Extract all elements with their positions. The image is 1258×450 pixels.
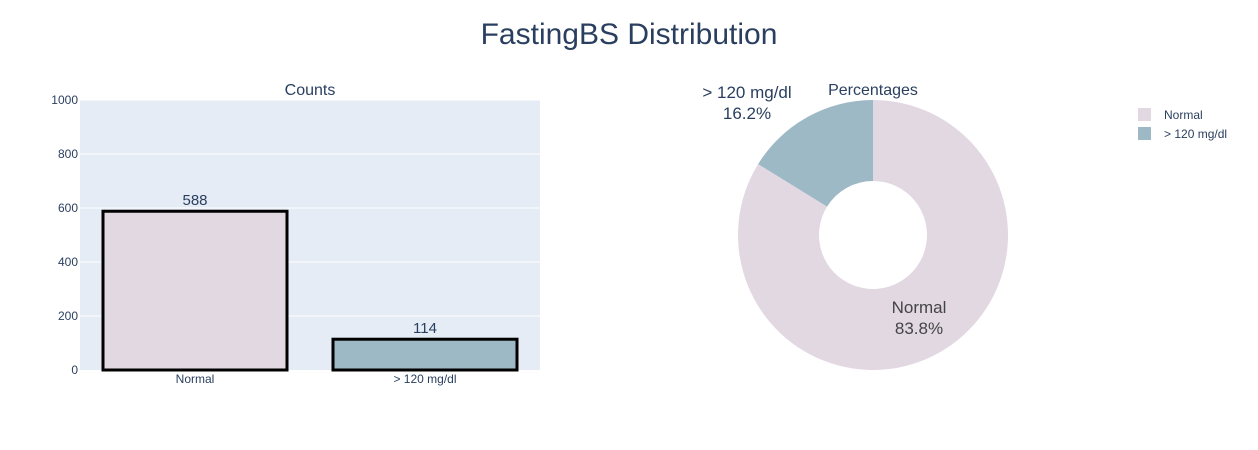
pie-slice[interactable] xyxy=(737,100,1008,371)
pie-label-high: > 120 mg/dl 16.2% xyxy=(702,83,791,123)
bar[interactable] xyxy=(101,209,289,372)
legend-swatch-high xyxy=(1138,127,1151,140)
y-tick-label: 400 xyxy=(58,255,78,269)
pie-slice[interactable] xyxy=(758,100,873,207)
legend-label-normal: Normal xyxy=(1164,108,1203,122)
bar-y-axis: 0 200 400 600 800 1000 xyxy=(51,93,78,377)
pie-chart: Percentages > 120 mg/dl 16.2% Normal 83.… xyxy=(702,82,1008,371)
bar-chart-title: Counts xyxy=(285,82,336,99)
y-tick-label: 600 xyxy=(58,201,78,215)
y-tick-label: 0 xyxy=(71,363,78,377)
x-tick-label: > 120 mg/dl xyxy=(393,372,456,386)
y-tick-label: 200 xyxy=(58,309,78,323)
x-tick-label: Normal xyxy=(176,372,215,386)
legend-item-normal[interactable]: Normal xyxy=(1138,108,1203,122)
legend-item-high[interactable]: > 120 mg/dl xyxy=(1138,127,1227,141)
bar-chart: Counts 0 200 400 600 800 1000 588 114 Normal > … xyxy=(51,82,540,386)
y-tick-label: 800 xyxy=(58,147,78,161)
pie-label-normal: Normal 83.8% xyxy=(892,298,947,338)
bar[interactable] xyxy=(331,337,519,372)
legend-swatch-normal xyxy=(1138,108,1151,121)
bar-series: 588 114 xyxy=(101,192,519,372)
bar-data-label: 114 xyxy=(413,320,437,337)
legend: Normal > 120 mg/dl xyxy=(1138,108,1227,141)
legend-label-high: > 120 mg/dl xyxy=(1164,127,1227,141)
bar-data-label: 588 xyxy=(182,192,207,209)
pie-label-high-percent: 16.2% xyxy=(723,104,771,123)
pie-label-high-name: > 120 mg/dl xyxy=(702,83,791,102)
pie-slices xyxy=(737,100,1008,371)
chart-title: FastingBS Distribution xyxy=(481,18,778,51)
pie-chart-title: Percentages xyxy=(828,82,918,99)
y-tick-label: 1000 xyxy=(51,93,78,107)
pie-label-normal-percent: 83.8% xyxy=(895,319,943,338)
bar-x-axis: Normal > 120 mg/dl xyxy=(176,372,457,386)
pie-label-normal-name: Normal xyxy=(892,298,947,317)
